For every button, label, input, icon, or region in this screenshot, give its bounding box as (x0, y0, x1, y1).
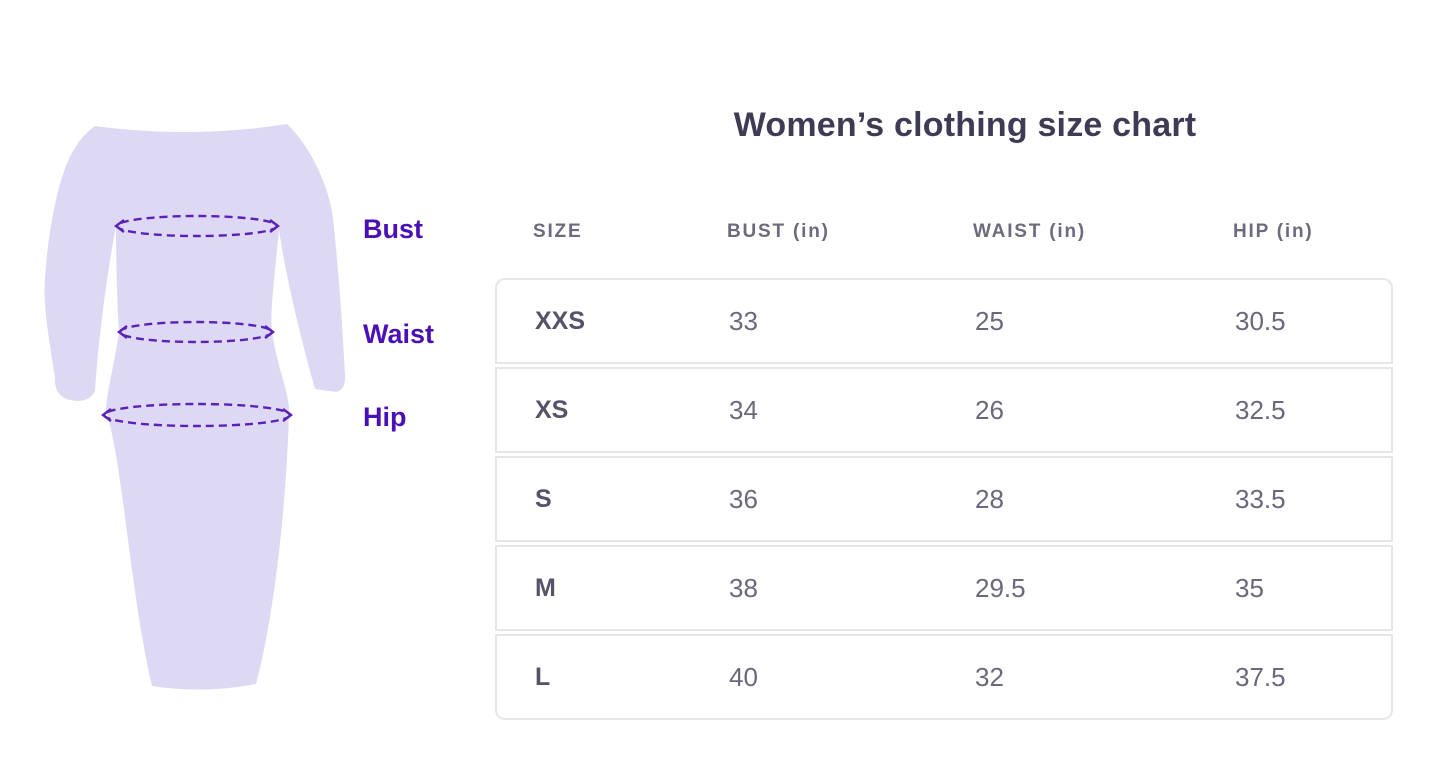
hip-measure-line (101, 402, 293, 428)
waist-cell: 32 (975, 661, 1004, 692)
hip-cell: 37.5 (1235, 661, 1286, 692)
hip-cell: 33.5 (1235, 483, 1286, 514)
bust-cell: 40 (729, 661, 758, 692)
waist-cell: 28 (975, 483, 1004, 514)
bust-cell: 38 (729, 572, 758, 603)
hip-cell: 32.5 (1235, 394, 1286, 425)
waist-label: Waist (363, 319, 435, 349)
page-title: Women’s clothing size chart (733, 106, 1197, 144)
table-row-s: S 36 28 33.5 (495, 456, 1393, 542)
size-cell: XXS (535, 306, 586, 335)
bust-cell: 36 (729, 483, 758, 514)
column-header-bust: BUST (in) (727, 221, 830, 242)
waist-measure-line (117, 320, 275, 344)
table-row-m: M 38 29.5 35 (495, 545, 1393, 631)
dress-illustration (44, 124, 346, 690)
waist-cell: 26 (975, 394, 1004, 425)
bust-cell: 33 (729, 305, 758, 336)
table-row-l: L 40 32 37.5 (495, 634, 1393, 720)
hip-cell: 30.5 (1235, 305, 1286, 336)
size-table-header: SIZE BUST (in) WAIST (in) HIP (in) (495, 221, 1393, 243)
hip-cell: 35 (1235, 572, 1264, 603)
bust-cell: 34 (729, 394, 758, 425)
hip-label: Hip (363, 402, 407, 432)
dress-silhouette (44, 124, 346, 690)
column-header-waist: WAIST (in) (973, 221, 1086, 242)
size-cell: L (535, 662, 551, 691)
waist-cell: 25 (975, 305, 1004, 336)
size-cell: S (535, 484, 552, 513)
size-cell: XS (535, 395, 569, 424)
table-row-xs: XS 34 26 32.5 (495, 367, 1393, 453)
size-table: XXS 33 25 30.5 XS 34 26 32.5 S 36 28 33.… (495, 278, 1393, 720)
bust-measure-line (114, 214, 280, 238)
waist-cell: 29.5 (975, 572, 1026, 603)
size-cell: M (535, 573, 556, 602)
column-header-hip: HIP (in) (1233, 221, 1314, 242)
column-header-size: SIZE (533, 221, 583, 242)
table-row-xxs: XXS 33 25 30.5 (495, 278, 1393, 364)
bust-label: Bust (363, 214, 423, 244)
